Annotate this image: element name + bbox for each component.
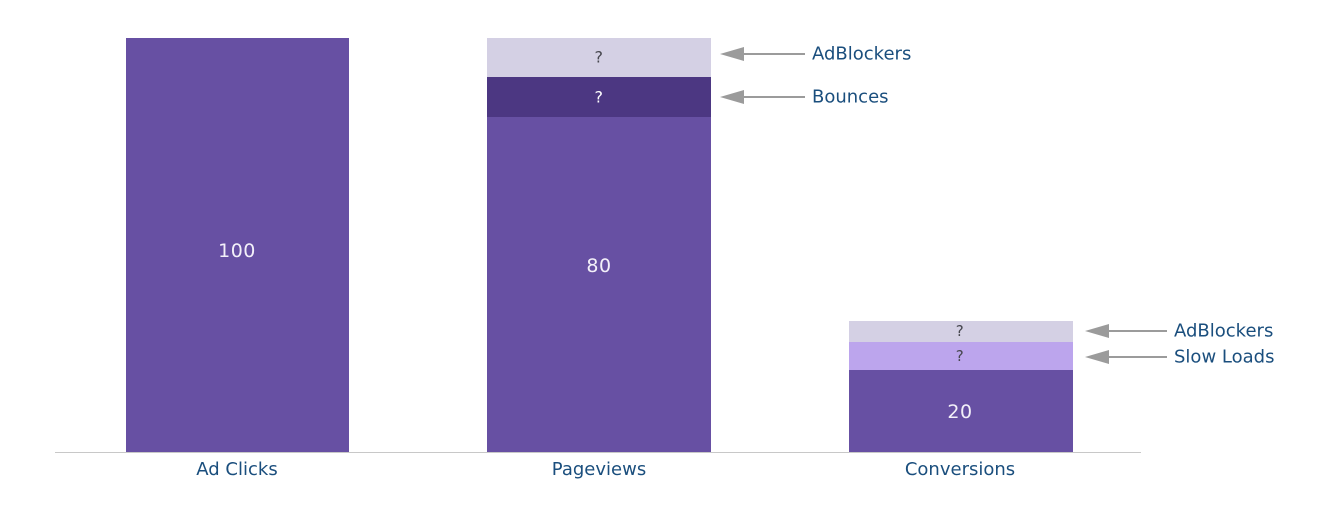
segment-value-label: 80 xyxy=(586,255,612,277)
arrow-left-icon xyxy=(1085,324,1109,338)
arrow-left-icon xyxy=(1085,350,1109,364)
arrow-line xyxy=(742,53,805,55)
annotation-label-adblockers: AdBlockers xyxy=(1174,320,1274,342)
bar-segment-pageviews[interactable] xyxy=(487,117,711,452)
bar-segment-adblockers[interactable] xyxy=(487,38,711,77)
bar-segment-ad-clicks[interactable] xyxy=(126,38,349,452)
bar-segment-bounces[interactable] xyxy=(487,77,711,117)
arrow-left-icon xyxy=(720,47,744,61)
arrow-left-icon xyxy=(720,90,744,104)
segment-value-label: ? xyxy=(594,87,604,107)
annotation-label-slow-loads: Slow Loads xyxy=(1174,346,1275,368)
annotation-label-adblockers: AdBlockers xyxy=(812,43,912,65)
category-label-conversions: Conversions xyxy=(904,459,1016,480)
segment-value-label: ? xyxy=(955,347,965,365)
segment-value-label: ? xyxy=(594,47,604,67)
segment-value-label: 100 xyxy=(218,240,256,262)
bar-segment-slow-loads[interactable] xyxy=(849,342,1073,370)
segment-value-label: 20 xyxy=(947,401,973,423)
segment-value-label: ? xyxy=(955,322,965,340)
bar-segment-adblockers[interactable] xyxy=(849,321,1073,342)
annotation-label-bounces: Bounces xyxy=(812,86,889,108)
x-axis-line xyxy=(55,452,1141,453)
arrow-line xyxy=(742,96,805,98)
category-label-pageviews: Pageviews xyxy=(551,459,647,480)
arrow-line xyxy=(1107,356,1167,358)
category-label-ad-clicks: Ad Clicks xyxy=(196,459,278,480)
arrow-line xyxy=(1107,330,1167,332)
bar-segment-conversions[interactable] xyxy=(849,370,1073,452)
